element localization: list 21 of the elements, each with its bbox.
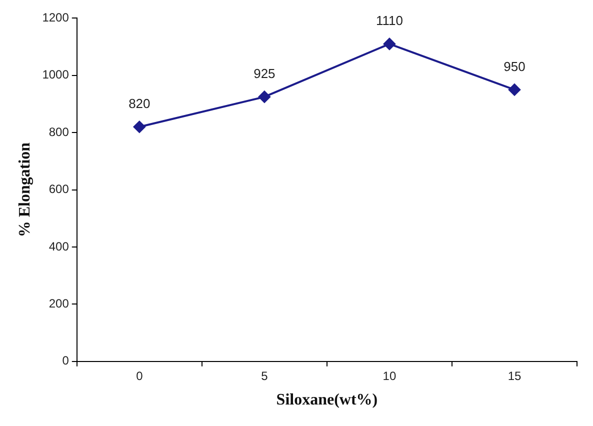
y-tick-label: 400 (48, 239, 70, 254)
y-tick-label: 200 (48, 296, 70, 311)
x-tick-label: 15 (508, 368, 522, 383)
data-label: 1110 (376, 13, 403, 28)
data-label: 950 (504, 58, 526, 74)
x-axis-title: Siloxane(wt%) (276, 392, 378, 409)
y-tick-label: 0 (62, 354, 70, 368)
point (258, 90, 270, 103)
y-tick-label: 800 (48, 124, 70, 139)
y-tick-label: 1200 (42, 10, 70, 25)
data-label: 820 (128, 96, 150, 111)
point (133, 120, 146, 133)
y-tick-label: 1000 (42, 68, 70, 82)
point (508, 84, 520, 96)
x-tick-label: 5 (261, 368, 268, 383)
point (383, 38, 396, 50)
x-tick-label: 10 (382, 368, 396, 383)
y-tick-label: 600 (48, 182, 70, 196)
data-label: 925 (254, 66, 276, 81)
x-tick-label: 0 (136, 368, 144, 383)
y-axis-title: % Elongation (16, 142, 34, 238)
